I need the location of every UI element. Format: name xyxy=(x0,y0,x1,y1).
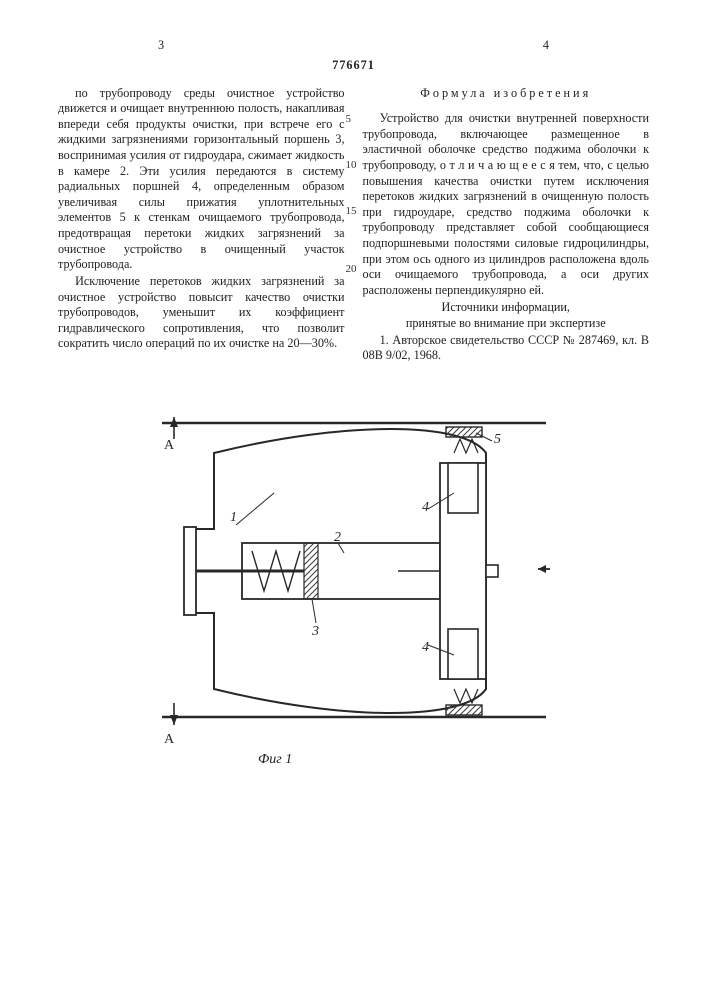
callout-3: 3 xyxy=(311,624,319,639)
callout-2: 2 xyxy=(334,530,341,545)
left-column: по трубопроводу среды очистное устройств… xyxy=(58,86,345,365)
line-number-15: 15 xyxy=(346,204,357,218)
figure-label: Фиг 1 xyxy=(258,751,292,769)
page-root: 3 4 776671 5 10 15 20 по трубопроводу ср… xyxy=(0,0,707,1000)
left-col-para-1: по трубопроводу среды очистное устройств… xyxy=(58,86,345,273)
callout-1: 1 xyxy=(230,510,237,525)
section-mark-bottom: A xyxy=(164,732,175,747)
line-number-5: 5 xyxy=(346,112,352,126)
sources-subheading: принятые во внимание при экспертизе xyxy=(363,316,650,332)
line-number-10: 10 xyxy=(346,158,357,172)
two-column-text: по трубопроводу среды очистное устройств… xyxy=(58,86,649,365)
left-col-para-2: Исключение перетоков жидких загрязнений … xyxy=(58,274,345,352)
page-number-right: 4 xyxy=(543,38,549,54)
sources-heading: Источники информации, xyxy=(363,300,650,316)
callout-4-bot: 4 xyxy=(422,640,429,655)
callout-4-top: 4 xyxy=(422,500,429,515)
figure-1-svg: 1 2 3 4 4 5 A A xyxy=(134,393,574,753)
callout-5: 5 xyxy=(494,432,501,447)
line-number-20: 20 xyxy=(346,262,357,276)
patent-number: 776671 xyxy=(58,58,649,74)
figure-1: 1 2 3 4 4 5 A A xyxy=(58,393,649,793)
source-entry-1: 1. Авторское свидетельство СССР № 287469… xyxy=(363,333,650,364)
right-col-para-1: Устройство для очистки внутренней поверх… xyxy=(363,111,650,298)
page-number-row: 3 4 xyxy=(58,38,649,54)
section-mark-top: A xyxy=(164,438,175,453)
claims-heading: Формула изобретения xyxy=(363,86,650,102)
right-column: Формула изобретения Устройство для очист… xyxy=(363,86,650,365)
page-number-left: 3 xyxy=(158,38,164,54)
